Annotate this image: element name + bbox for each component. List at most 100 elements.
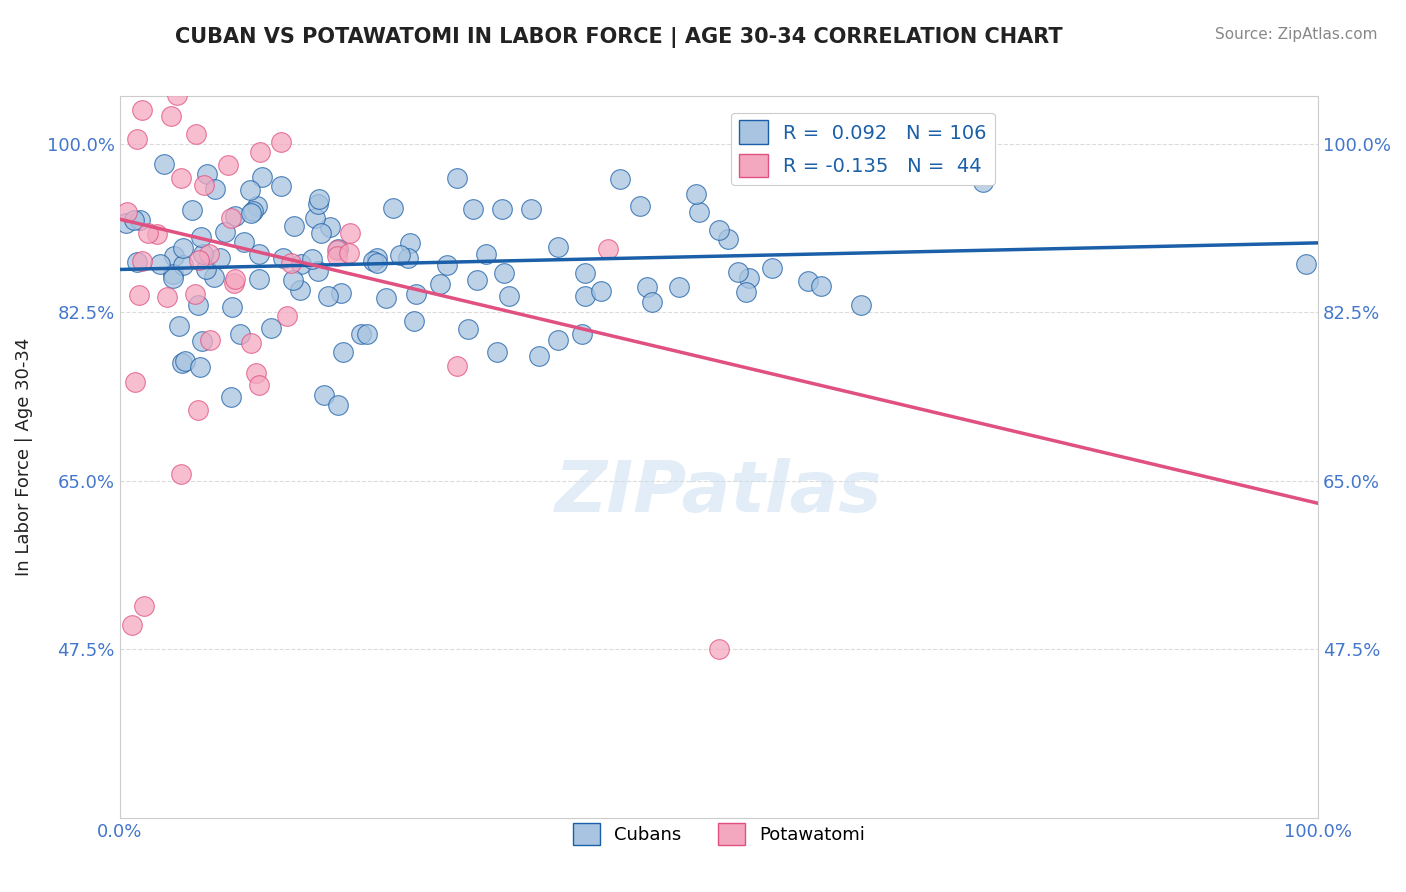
Point — [761, 260, 783, 275]
Point — [475, 247, 498, 261]
Point — [311, 226, 333, 240]
Point — [124, 212, 146, 227]
Point — [591, 284, 613, 298]
Point — [276, 310, 298, 324]
Point — [195, 261, 218, 276]
Point — [366, 251, 388, 265]
Point — [404, 314, 426, 328]
Text: CUBAN VS POTAWATOMI IN LABOR FORCE | AGE 30-34 CORRELATION CHART: CUBAN VS POTAWATOMI IN LABOR FORCE | AGE… — [174, 27, 1063, 48]
Point — [571, 327, 593, 342]
Point — [283, 219, 305, 234]
Point — [129, 213, 152, 227]
Text: Source: ZipAtlas.com: Source: ZipAtlas.com — [1215, 27, 1378, 42]
Point — [374, 291, 396, 305]
Text: ZIPatlas: ZIPatlas — [555, 458, 883, 527]
Point — [260, 320, 283, 334]
Point — [173, 354, 195, 368]
Point — [181, 202, 204, 217]
Point — [242, 203, 264, 218]
Point — [304, 211, 326, 225]
Point — [156, 290, 179, 304]
Point — [337, 246, 360, 260]
Point — [446, 170, 468, 185]
Point — [280, 256, 302, 270]
Point — [127, 132, 149, 146]
Point — [149, 257, 172, 271]
Point — [339, 226, 361, 240]
Point — [361, 254, 384, 268]
Point — [734, 285, 756, 299]
Point — [527, 349, 550, 363]
Point — [167, 319, 190, 334]
Point — [547, 240, 569, 254]
Point — [187, 298, 209, 312]
Point — [172, 258, 194, 272]
Point — [738, 270, 761, 285]
Point — [219, 211, 242, 226]
Point — [332, 345, 354, 359]
Point — [824, 128, 846, 142]
Point — [233, 235, 256, 249]
Point — [214, 225, 236, 239]
Point — [849, 298, 872, 312]
Point — [229, 326, 252, 341]
Point — [202, 270, 225, 285]
Point — [485, 345, 508, 359]
Point — [446, 359, 468, 373]
Point — [239, 335, 262, 350]
Point — [382, 201, 405, 215]
Point — [494, 266, 516, 280]
Point — [266, 26, 288, 40]
Point — [114, 216, 136, 230]
Point — [290, 257, 312, 271]
Point — [162, 267, 184, 281]
Point — [124, 376, 146, 390]
Point — [146, 227, 169, 241]
Point — [316, 289, 339, 303]
Point — [247, 247, 270, 261]
Point — [330, 286, 353, 301]
Point — [193, 247, 215, 261]
Point — [366, 256, 388, 270]
Point — [142, 67, 165, 81]
Point — [307, 264, 329, 278]
Point — [184, 127, 207, 141]
Point — [350, 327, 373, 342]
Point — [166, 87, 188, 102]
Point — [314, 388, 336, 402]
Point — [246, 198, 269, 212]
Point — [707, 642, 730, 657]
Point — [270, 135, 292, 149]
Point — [217, 158, 239, 172]
Point — [162, 271, 184, 285]
Y-axis label: In Labor Force | Age 30-34: In Labor Force | Age 30-34 — [15, 338, 32, 576]
Point — [270, 179, 292, 194]
Point — [398, 236, 420, 251]
Point — [170, 171, 193, 186]
Point — [247, 378, 270, 392]
Point — [520, 202, 543, 217]
Point — [198, 333, 221, 347]
Point — [132, 599, 155, 614]
Point — [190, 334, 212, 349]
Point — [326, 243, 349, 257]
Point — [727, 265, 749, 279]
Point — [797, 274, 820, 288]
Point — [396, 251, 419, 265]
Point — [688, 205, 710, 219]
Point — [288, 283, 311, 297]
Point — [429, 277, 451, 292]
Point — [301, 252, 323, 266]
Point — [240, 205, 263, 219]
Point — [685, 186, 707, 201]
Point — [308, 192, 330, 206]
Point — [491, 202, 513, 217]
Point — [190, 229, 212, 244]
Point — [457, 322, 479, 336]
Point — [498, 289, 520, 303]
Point — [129, 29, 152, 43]
Point — [247, 272, 270, 286]
Point — [163, 249, 186, 263]
Point — [326, 242, 349, 256]
Point — [283, 273, 305, 287]
